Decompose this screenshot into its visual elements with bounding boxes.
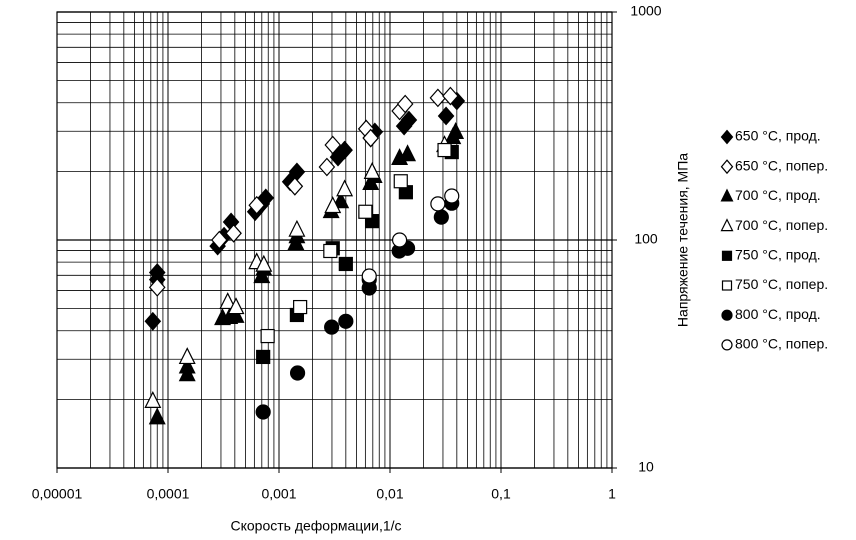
data-point [144,391,162,408]
data-point [437,142,452,158]
data-point [362,128,379,148]
data-point [430,196,446,212]
data-point [358,204,373,219]
y-axis-label: Напряжение течения, МПа [675,153,691,327]
data-point [178,356,196,374]
x-tick-label: 0,01 [376,486,403,502]
data-point [332,191,350,209]
data-point [293,299,308,315]
plot-border [56,11,613,469]
data-point [260,328,275,344]
data-point [211,230,228,250]
y-tick-label: 10 [638,459,654,475]
data-point [144,311,162,331]
data-point [361,268,377,284]
x-tick-label: 0,001 [261,486,296,502]
data-point [400,110,418,130]
legend-marker [721,309,733,321]
data-point [447,122,465,139]
data-point [324,135,342,155]
data-point [289,365,306,381]
data-point [227,297,245,315]
data-point [338,256,353,272]
data-point [255,254,273,272]
legend-marker [720,159,734,175]
legend-marker [721,339,733,351]
data-point [393,174,408,189]
data-point [437,106,455,126]
x-axis-label: Скорость деформации,1/с [230,518,401,534]
x-tick-label: 0,0001 [147,486,190,502]
legend-label: 750 °C, попер. [735,276,828,292]
data-point [396,94,414,114]
data-point [336,179,354,197]
data-point [219,292,237,310]
data-point [178,347,196,365]
data-point [148,277,166,297]
legend-label: 650 °C, прод. [735,128,821,144]
data-point [288,219,306,237]
data-point [255,404,271,420]
legend-label: 800 °C, прод. [735,306,821,322]
y-tick-label: 100 [634,231,658,247]
data-point [148,407,166,425]
legend-label: 750 °C, прод. [735,247,821,263]
data-point [442,86,459,106]
legend-label: 700 °C, попер. [735,217,828,233]
data-point [363,162,381,179]
legend-label: 800 °C, попер. [735,336,828,352]
data-point [399,144,417,162]
data-point [324,319,340,335]
data-point [391,232,408,248]
legend-label: 650 °C, попер. [735,157,828,173]
data-point [429,88,447,108]
x-tick-label: 0,1 [491,486,511,502]
data-point [323,243,338,259]
legend-marker [720,188,734,202]
data-point [227,305,245,323]
x-tick-label: 0,00001 [32,486,83,502]
legend-marker [721,280,733,291]
data-point [444,188,460,204]
y-tick-label: 1000 [630,3,661,19]
data-point [318,157,336,177]
legend-marker [721,250,733,261]
data-point [248,195,266,215]
x-tick-label: 1 [608,486,616,502]
legend-label: 700 °C, прод. [735,187,821,203]
legend-marker [720,129,734,145]
data-point [256,349,271,365]
data-point [336,140,353,160]
data-point [286,176,304,196]
data-point [338,313,354,329]
data-point [225,223,242,243]
data-point [324,196,342,214]
legend-marker [720,218,734,232]
data-point [433,209,449,225]
